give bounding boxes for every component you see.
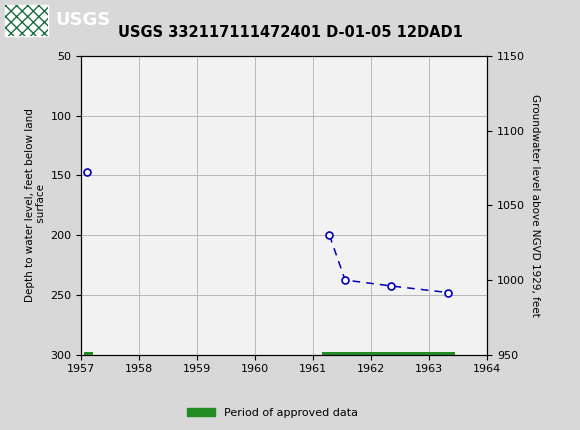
Y-axis label: Depth to water level, feet below land
 surface: Depth to water level, feet below land su… — [24, 108, 46, 302]
Text: USGS: USGS — [55, 12, 110, 29]
Bar — [84, 352, 93, 358]
Text: USGS 332117111472401 D-01-05 12DAD1: USGS 332117111472401 D-01-05 12DAD1 — [118, 25, 462, 40]
FancyBboxPatch shape — [5, 5, 48, 36]
Y-axis label: Groundwater level above NGVD 1929, feet: Groundwater level above NGVD 1929, feet — [531, 94, 541, 317]
Bar — [322, 352, 455, 358]
Legend: Period of approved data: Period of approved data — [183, 403, 362, 422]
